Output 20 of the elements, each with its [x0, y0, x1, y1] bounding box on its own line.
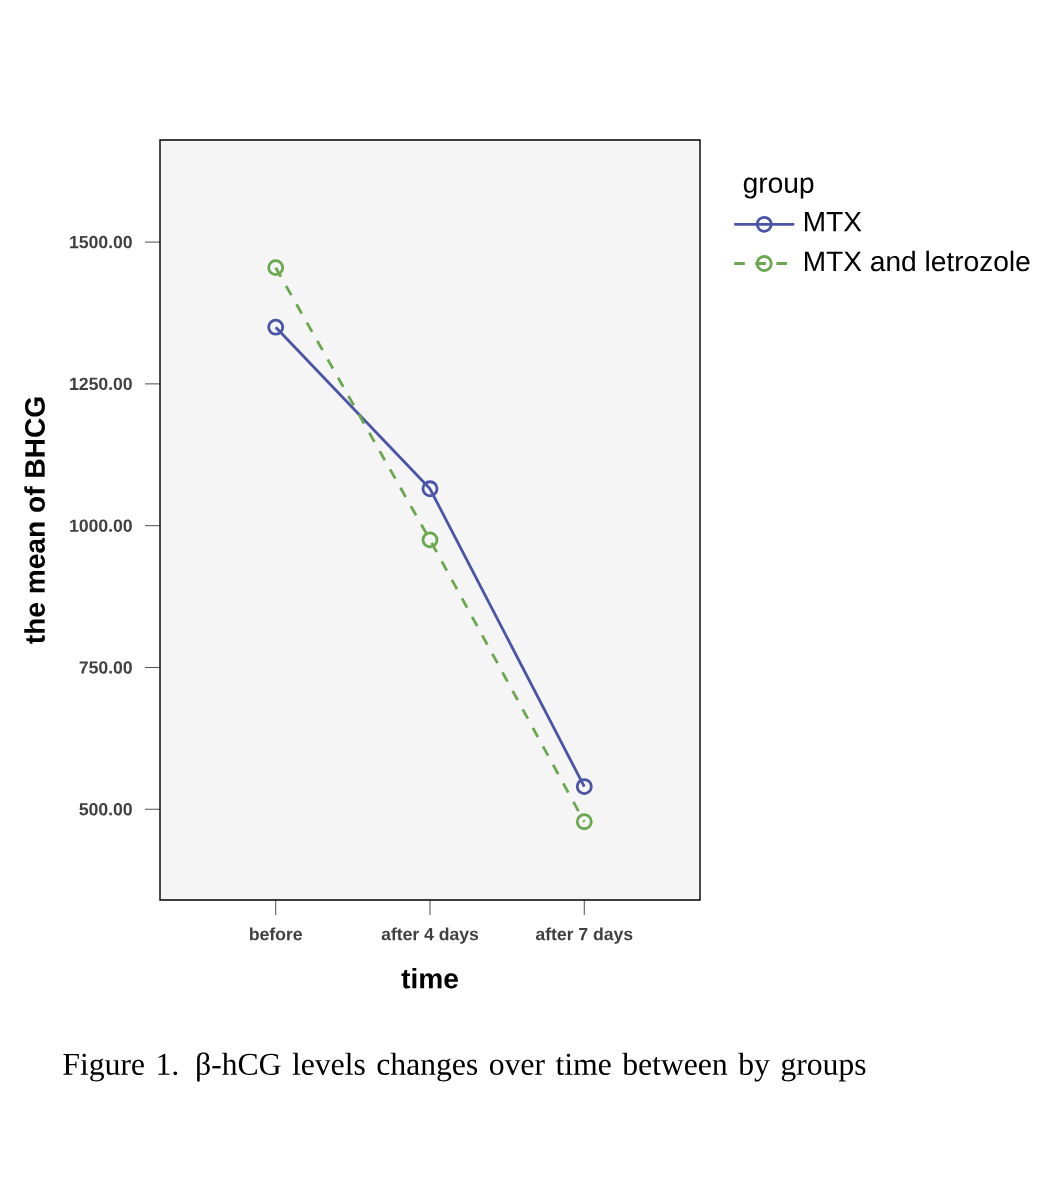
- y-tick-label: 500.00: [79, 803, 132, 816]
- x-tick-label: after 4 days: [381, 927, 478, 944]
- y-tick-label: 1000.00: [69, 519, 132, 532]
- point: [267, 318, 284, 336]
- y-axis-title: the mean of BHCG: [24, 397, 45, 644]
- point: [575, 813, 593, 831]
- point: [267, 259, 284, 277]
- x-tick-label: before: [249, 927, 302, 941]
- point: [575, 778, 593, 795]
- legend-title: group: [743, 177, 814, 199]
- legend-label: MTX and letrozole: [804, 250, 1030, 272]
- point: [421, 531, 439, 549]
- y-tick-label: 1250.00: [69, 377, 132, 391]
- x-tick-label: after 7 days: [535, 927, 633, 944]
- y-tick-label: 750.00: [79, 661, 132, 674]
- legend-label: MTX: [804, 212, 862, 232]
- caption: Figure 1. β-hCG levels changes over time between by groups: [63, 1052, 866, 1082]
- x-axis-title: time: [401, 967, 458, 989]
- point: [421, 480, 439, 498]
- y-tick-label: 1500.00: [69, 235, 132, 249]
